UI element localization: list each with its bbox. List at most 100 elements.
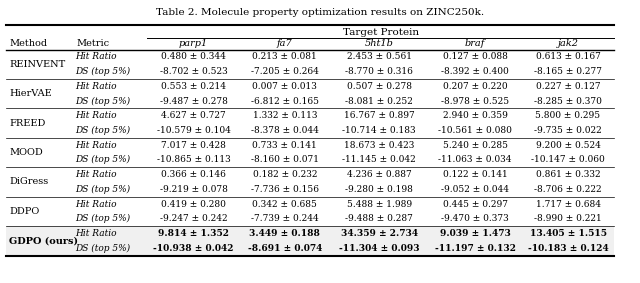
Text: Hit Ratio: Hit Ratio [76,111,117,120]
Text: -7.739 ± 0.244: -7.739 ± 0.244 [251,214,319,223]
Text: 0.733 ± 0.141: 0.733 ± 0.141 [252,141,317,150]
Text: 0.207 ± 0.220: 0.207 ± 0.220 [443,82,508,91]
Text: 9.039 ± 1.473: 9.039 ± 1.473 [440,229,511,238]
Text: -9.219 ± 0.078: -9.219 ± 0.078 [159,185,228,194]
Text: -10.147 ± 0.060: -10.147 ± 0.060 [531,155,605,164]
Text: 9.200 ± 0.524: 9.200 ± 0.524 [536,141,600,150]
Text: MOOD: MOOD [9,148,43,157]
Text: 5.488 ± 1.989: 5.488 ± 1.989 [347,200,412,209]
Text: 18.673 ± 0.423: 18.673 ± 0.423 [344,141,414,150]
Text: fa7: fa7 [277,39,292,48]
Text: -8.285 ± 0.370: -8.285 ± 0.370 [534,97,602,106]
Text: 0.227 ± 0.127: 0.227 ± 0.127 [536,82,600,91]
Text: -8.165 ± 0.277: -8.165 ± 0.277 [534,67,602,76]
Text: DS (top 5%): DS (top 5%) [76,214,131,223]
Text: -8.392 ± 0.400: -8.392 ± 0.400 [442,67,509,76]
Text: 0.213 ± 0.081: 0.213 ± 0.081 [252,52,317,61]
Text: 0.122 ± 0.141: 0.122 ± 0.141 [443,170,508,179]
Text: Hit Ratio: Hit Ratio [76,200,117,209]
Text: 2.940 ± 0.359: 2.940 ± 0.359 [443,111,508,120]
Text: 5.240 ± 0.285: 5.240 ± 0.285 [443,141,508,150]
Text: -10.938 ± 0.042: -10.938 ± 0.042 [154,244,234,253]
Text: -9.052 ± 0.044: -9.052 ± 0.044 [441,185,509,194]
Text: 0.553 ± 0.214: 0.553 ± 0.214 [161,82,226,91]
Text: 1.332 ± 0.113: 1.332 ± 0.113 [253,111,317,120]
Text: -8.081 ± 0.252: -8.081 ± 0.252 [345,97,413,106]
Text: -7.736 ± 0.156: -7.736 ± 0.156 [251,185,319,194]
Text: DS (top 5%): DS (top 5%) [76,67,131,76]
Text: 0.366 ± 0.146: 0.366 ± 0.146 [161,170,226,179]
Text: 0.182 ± 0.232: 0.182 ± 0.232 [253,170,317,179]
Text: -8.978 ± 0.525: -8.978 ± 0.525 [441,97,509,106]
Text: -10.714 ± 0.183: -10.714 ± 0.183 [342,126,416,135]
Text: GDPO (ours): GDPO (ours) [9,236,78,245]
Text: DS (top 5%): DS (top 5%) [76,185,131,194]
Text: -8.691 ± 0.074: -8.691 ± 0.074 [248,244,322,253]
Text: -9.280 ± 0.198: -9.280 ± 0.198 [345,185,413,194]
Text: DS (top 5%): DS (top 5%) [76,155,131,164]
Text: 0.127 ± 0.088: 0.127 ± 0.088 [443,52,508,61]
Text: REINVENT: REINVENT [9,60,65,69]
Text: 3.449 ± 0.188: 3.449 ± 0.188 [250,229,320,238]
Text: DiGress: DiGress [9,177,48,186]
Text: 0.342 ± 0.685: 0.342 ± 0.685 [252,200,317,209]
Text: HierVAE: HierVAE [9,89,52,98]
Text: 13.405 ± 1.515: 13.405 ± 1.515 [529,229,607,238]
Text: 0.507 ± 0.278: 0.507 ± 0.278 [347,82,412,91]
Text: -11.304 ± 0.093: -11.304 ± 0.093 [339,244,419,253]
Text: DS (top 5%): DS (top 5%) [76,126,131,135]
Text: -11.063 ± 0.034: -11.063 ± 0.034 [438,155,512,164]
Text: 0.861 ± 0.332: 0.861 ± 0.332 [536,170,600,179]
Text: Metric: Metric [76,39,109,48]
Text: 0.445 ± 0.297: 0.445 ± 0.297 [443,200,508,209]
Text: DS (top 5%): DS (top 5%) [76,97,131,106]
Text: 4.236 ± 0.887: 4.236 ± 0.887 [347,170,412,179]
Text: jak2: jak2 [557,39,579,48]
Text: Table 2. Molecule property optimization results on ZINC250k.: Table 2. Molecule property optimization … [156,8,484,18]
Text: -7.205 ± 0.264: -7.205 ± 0.264 [251,67,319,76]
Text: Hit Ratio: Hit Ratio [76,229,117,238]
Text: 5.800 ± 0.295: 5.800 ± 0.295 [536,111,600,120]
Text: -9.247 ± 0.242: -9.247 ± 0.242 [160,214,227,223]
Text: DDPO: DDPO [9,207,39,216]
Text: -6.812 ± 0.165: -6.812 ± 0.165 [251,97,319,106]
Text: -8.706 ± 0.222: -8.706 ± 0.222 [534,185,602,194]
Text: 9.814 ± 1.352: 9.814 ± 1.352 [158,229,229,238]
Text: -10.579 ± 0.104: -10.579 ± 0.104 [157,126,230,135]
Text: -9.735 ± 0.022: -9.735 ± 0.022 [534,126,602,135]
Text: FREED: FREED [9,119,45,128]
Text: -10.865 ± 0.113: -10.865 ± 0.113 [157,155,230,164]
Text: 2.453 ± 0.561: 2.453 ± 0.561 [347,52,412,61]
Text: 16.767 ± 0.897: 16.767 ± 0.897 [344,111,415,120]
Text: DS (top 5%): DS (top 5%) [76,244,131,253]
Text: 1.717 ± 0.684: 1.717 ± 0.684 [536,200,600,209]
Text: Hit Ratio: Hit Ratio [76,52,117,61]
Text: 7.017 ± 0.428: 7.017 ± 0.428 [161,141,226,150]
Text: Hit Ratio: Hit Ratio [76,170,117,179]
Text: 5ht1b: 5ht1b [365,39,394,48]
Text: -10.561 ± 0.080: -10.561 ± 0.080 [438,126,512,135]
Text: Method: Method [9,39,47,48]
Text: Hit Ratio: Hit Ratio [76,82,117,91]
Text: -9.487 ± 0.278: -9.487 ± 0.278 [159,97,228,106]
Text: -8.702 ± 0.523: -8.702 ± 0.523 [160,67,227,76]
Text: -8.378 ± 0.044: -8.378 ± 0.044 [251,126,319,135]
Text: -10.183 ± 0.124: -10.183 ± 0.124 [527,244,609,253]
Text: -8.990 ± 0.221: -8.990 ± 0.221 [534,214,602,223]
Text: 0.419 ± 0.280: 0.419 ± 0.280 [161,200,226,209]
Text: 0.480 ± 0.344: 0.480 ± 0.344 [161,52,226,61]
Text: braf: braf [465,39,485,48]
Text: Hit Ratio: Hit Ratio [76,141,117,150]
Text: -11.197 ± 0.132: -11.197 ± 0.132 [435,244,516,253]
Text: -8.770 ± 0.316: -8.770 ± 0.316 [345,67,413,76]
Text: 4.627 ± 0.727: 4.627 ± 0.727 [161,111,226,120]
Text: -11.145 ± 0.042: -11.145 ± 0.042 [342,155,416,164]
Text: 0.007 ± 0.013: 0.007 ± 0.013 [252,82,317,91]
Text: -9.470 ± 0.373: -9.470 ± 0.373 [442,214,509,223]
Text: 34.359 ± 2.734: 34.359 ± 2.734 [340,229,418,238]
Text: parp1: parp1 [179,39,208,48]
Text: -9.488 ± 0.287: -9.488 ± 0.287 [345,214,413,223]
Text: Target Protein: Target Protein [343,28,419,37]
Text: 0.613 ± 0.167: 0.613 ± 0.167 [536,52,600,61]
Text: -8.160 ± 0.071: -8.160 ± 0.071 [251,155,319,164]
